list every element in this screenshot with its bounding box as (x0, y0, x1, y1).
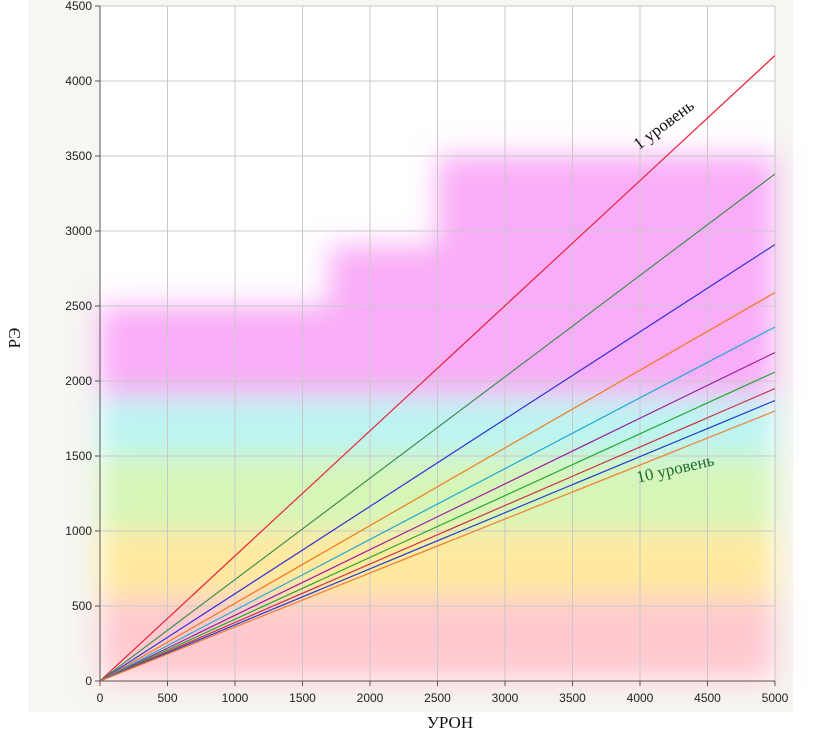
y-tick-label-4: 2000 (65, 374, 92, 388)
x-tick-label-7: 3500 (559, 691, 586, 705)
series-line-3 (100, 243, 775, 681)
y-tick-label-3: 1500 (65, 449, 92, 463)
y-tick-label-9: 4500 (65, 0, 92, 13)
x-tick-label-0: 0 (97, 691, 104, 705)
series-lines (100, 55, 775, 681)
x-tick-label-5: 2500 (424, 691, 451, 705)
x-tick-label-6: 3000 (492, 691, 519, 705)
background-band-5 (329, 246, 438, 396)
series-line-9 (100, 399, 775, 681)
x-tick-label-3: 1500 (289, 691, 316, 705)
x-axis-title: УРОН (427, 713, 473, 732)
series-line-5 (100, 326, 775, 681)
x-tick-label-4: 2000 (357, 691, 384, 705)
series-line-4 (100, 291, 775, 681)
background-band-4 (100, 306, 330, 396)
axes (95, 5, 776, 686)
y-tick-label-6: 3000 (65, 224, 92, 238)
series-line-10 (100, 410, 775, 681)
y-tick-label-1: 500 (72, 599, 92, 613)
background-band-6 (437, 156, 775, 396)
y-tick-label-8: 4000 (65, 74, 92, 88)
series-line-2 (100, 173, 775, 681)
x-tick-label-8: 4000 (627, 691, 654, 705)
x-tick-label-2: 1000 (222, 691, 249, 705)
x-tick-label-9: 4500 (694, 691, 721, 705)
y-tick-label-2: 1000 (65, 524, 92, 538)
x-tick-label-10: 5000 (762, 691, 789, 705)
y-tick-label-5: 2500 (65, 299, 92, 313)
series-line-1 (100, 55, 775, 681)
x-tick-labels: 0 500 1000 1500 2000 2500 3000 3500 4000 4500 5000 (97, 691, 789, 705)
y-tick-label-0: 0 (85, 674, 92, 688)
y-tick-labels: 0 500 1000 1500 2000 2500 3000 3500 4000 4500 (65, 0, 92, 688)
series-line-6 (100, 351, 775, 681)
x-tick-label-1: 500 (157, 691, 177, 705)
y-axis-title: РЭ (5, 328, 24, 349)
series-line-7 (100, 371, 775, 681)
y-tick-label-7: 3500 (65, 149, 92, 163)
series-line-8 (100, 387, 775, 681)
